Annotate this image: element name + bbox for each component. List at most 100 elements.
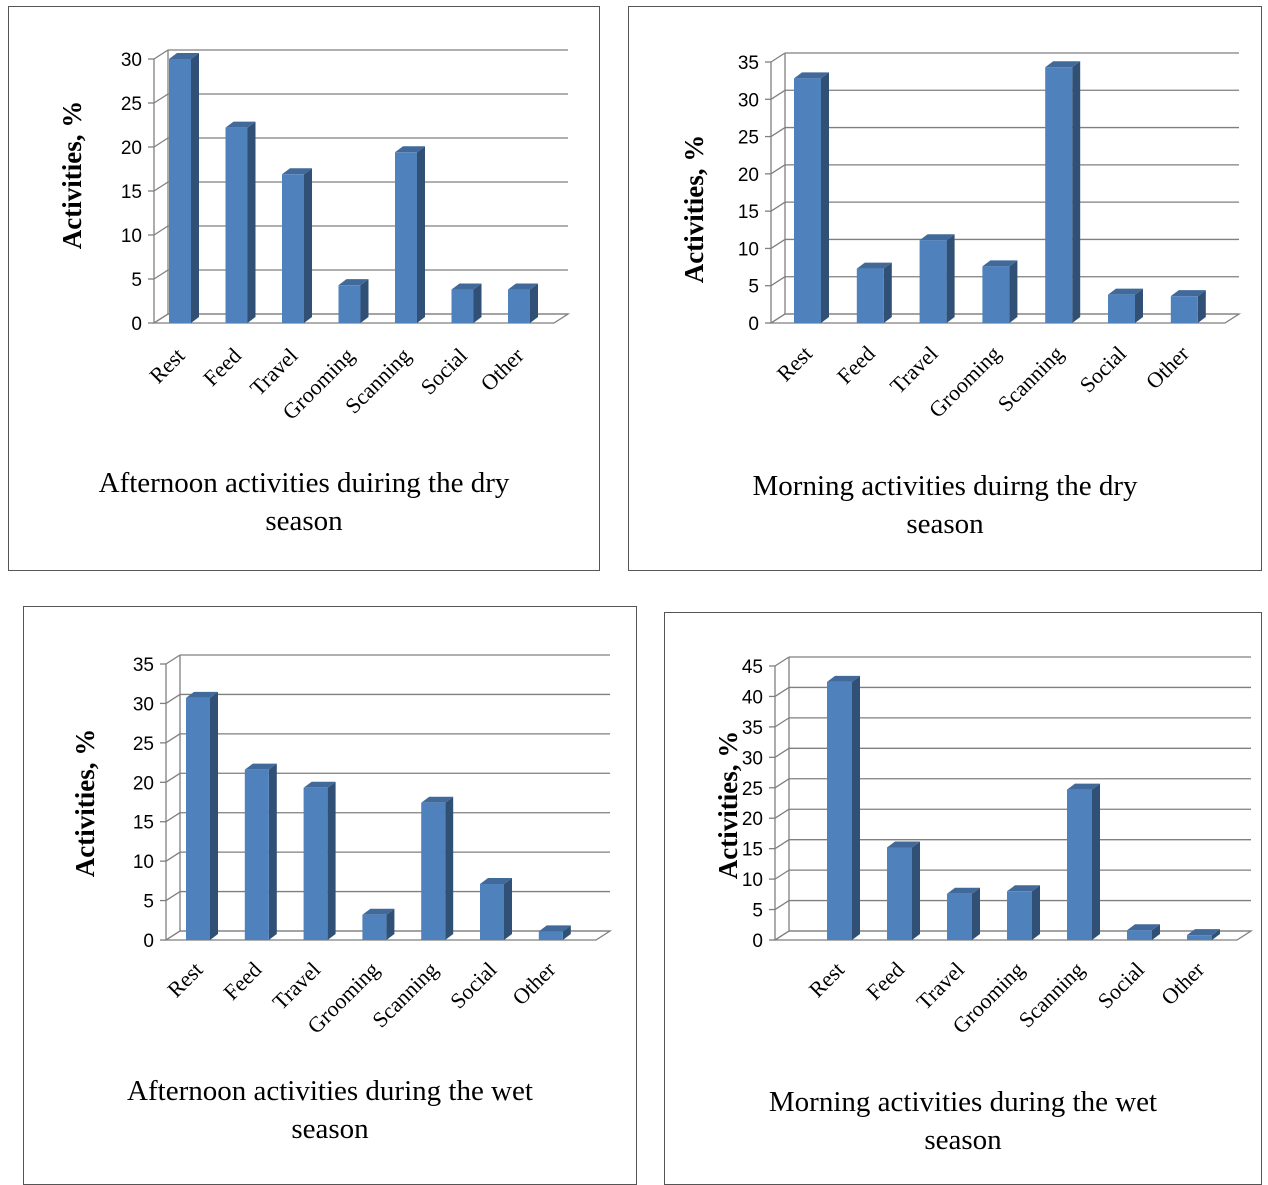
bar-top: [480, 878, 512, 885]
chart-title-line-1: Afternoon activities during the wet: [127, 1075, 533, 1107]
chart-svg-morning-dry: 0 5 10 15 20 25 30 35 Activities, % Rest Feed Trave…: [679, 52, 1242, 422]
bar-front: [794, 78, 821, 323]
y-tick-label: 25: [738, 128, 759, 149]
gridline-depth: [774, 747, 790, 758]
bar: [1067, 783, 1100, 940]
chart-svg-morning-wet: 0 5 10 15 20 25 30 35 40 45 Activities, % Rest Feed T…: [713, 656, 1254, 1038]
y-tick-label: 45: [742, 657, 763, 678]
bar-side: [473, 283, 482, 323]
y-tick-label: 10: [738, 239, 759, 260]
x-category-label: Feed: [861, 957, 909, 1005]
bar-side: [852, 675, 860, 940]
y-tick-label: 10: [742, 870, 763, 891]
bar: [395, 146, 425, 323]
x-category-label: Other: [507, 956, 561, 1010]
bar-front: [186, 697, 210, 940]
bar-side: [530, 283, 538, 323]
bar-front: [338, 285, 361, 323]
bar: [225, 121, 256, 323]
bar-front: [947, 893, 972, 940]
y-tick-label: 5: [143, 892, 154, 913]
x-category-label: Feed: [218, 957, 266, 1005]
bar-front: [451, 289, 474, 323]
y-tick-label: 0: [752, 931, 763, 952]
bar-top: [538, 925, 571, 932]
bar-top: [1170, 290, 1206, 297]
bar-front: [362, 914, 387, 940]
bar-top: [827, 675, 860, 682]
y-tick-label: 10: [121, 226, 142, 247]
chart-panel-afternoon-wet: 0 5 10 15 20 25 30 35 Activities, % Rest Feed Trave…: [23, 606, 637, 1185]
chart-title-line-2: season: [265, 505, 343, 537]
gridline-depth: [774, 778, 790, 789]
gridline-depth: [153, 137, 169, 148]
chart-title-line-2: season: [924, 1124, 1002, 1156]
y-tick-label: 35: [738, 53, 759, 74]
bar-side: [912, 841, 920, 940]
y-tick-label: 20: [121, 138, 142, 159]
gridline-depth: [774, 900, 790, 911]
bar-side: [946, 234, 955, 323]
bar: [827, 675, 860, 940]
bar-side: [883, 262, 892, 323]
x-category-label: Social: [1092, 957, 1149, 1014]
bar-side: [417, 146, 425, 323]
bar-front: [480, 884, 504, 940]
bar: [362, 908, 395, 940]
bar: [282, 168, 312, 323]
bar-front: [421, 802, 446, 940]
y-tick-label: 0: [143, 931, 154, 952]
y-tick-label: 30: [121, 50, 142, 71]
gridline-depth: [770, 276, 786, 287]
bar-side: [386, 908, 395, 940]
gridline-depth: [165, 733, 181, 744]
y-tick-label: 10: [133, 852, 154, 873]
y-tick-label: 15: [133, 813, 154, 834]
bar-side: [210, 691, 218, 940]
y-tick-label: 5: [748, 277, 759, 298]
bar-front: [225, 127, 248, 323]
bar: [887, 841, 920, 940]
bar: [1108, 288, 1143, 323]
bar-top: [421, 796, 454, 803]
bar: [1170, 290, 1206, 323]
chart-title-line-1: Morning activities during the wet: [768, 1086, 1158, 1118]
chart-title-line-1: Afternoon activities duiring the dry: [98, 467, 510, 499]
chart-title-line-2: season: [291, 1113, 369, 1145]
bar-side: [445, 796, 454, 940]
chart-title: Morning activities duirng the dry season: [629, 467, 1261, 543]
gridline-depth: [153, 225, 169, 236]
bar-side: [268, 763, 277, 940]
chart-floor: [163, 930, 613, 941]
bar-side: [1152, 924, 1160, 940]
gridline-depth: [774, 656, 790, 667]
bar-front: [169, 59, 191, 323]
bar-front: [395, 152, 417, 323]
y-tick-label: 5: [752, 901, 763, 922]
x-category-label: Social: [445, 957, 502, 1014]
bar: [982, 260, 1018, 323]
gridline-depth: [774, 839, 790, 850]
x-category-label: Scanning: [1013, 957, 1089, 1033]
y-axis-label: Activities, %: [713, 731, 743, 879]
bar-front: [919, 240, 947, 323]
bar-front: [1170, 296, 1198, 323]
bar-front: [856, 268, 884, 323]
gridline-depth: [770, 164, 786, 175]
bar-side: [304, 168, 312, 323]
y-tick-label: 25: [133, 734, 154, 755]
bar: [794, 72, 829, 323]
y-tick-label: 20: [742, 809, 763, 830]
x-category-label: Travel: [911, 957, 969, 1015]
bar-front: [982, 266, 1010, 323]
bar-front: [1127, 930, 1152, 940]
gridline-depth: [165, 772, 181, 783]
bar: [1007, 885, 1040, 940]
bar: [538, 925, 571, 940]
chart-title: Morning activities during the wet season: [665, 1083, 1261, 1159]
bar: [244, 763, 277, 940]
y-tick-label: 0: [748, 314, 759, 335]
bar-side: [821, 72, 829, 323]
y-tick-label: 30: [738, 90, 759, 111]
bar: [1045, 61, 1081, 323]
